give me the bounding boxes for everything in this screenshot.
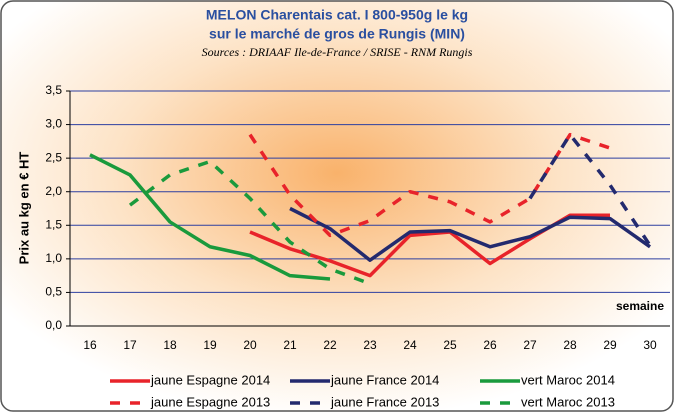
- x-axis-label: semaine: [616, 299, 664, 313]
- series-line: [248, 132, 611, 238]
- y-tick-label: 1,0: [45, 251, 62, 265]
- x-tick-label: 17: [123, 338, 137, 352]
- y-tick-label: 0,5: [45, 285, 62, 299]
- x-tick-label: 19: [203, 338, 217, 352]
- x-tick-label: 21: [283, 338, 297, 352]
- x-tick-label: 25: [443, 338, 457, 352]
- x-tick-label: 30: [643, 338, 657, 352]
- x-tick-label: 18: [163, 338, 177, 352]
- y-tick-label: 2,0: [45, 184, 62, 198]
- x-tick-label: 20: [243, 338, 257, 352]
- y-tick-label: 3,0: [45, 117, 62, 131]
- x-tick-label: 22: [323, 338, 337, 352]
- series-line: [89, 153, 331, 281]
- x-tick-label: 16: [83, 338, 97, 352]
- series-line: [128, 159, 371, 286]
- y-tick-label: 3,5: [45, 83, 62, 97]
- x-tick-label: 29: [603, 338, 617, 352]
- series-line: [289, 206, 652, 262]
- legend-label: jaune France 2013: [330, 394, 439, 409]
- y-tick-label: 1,5: [45, 217, 62, 231]
- legend-label: jaune Espagne 2014: [150, 372, 270, 387]
- chart-subtitle: sur le marché de gros de Rungis (MIN): [209, 26, 465, 42]
- x-tick-label: 24: [403, 338, 417, 352]
- y-tick-label: 2,5: [45, 150, 62, 164]
- series-line: [528, 132, 652, 247]
- x-tick-label: 27: [523, 338, 537, 352]
- y-axis-label: Prix au kg en € HT: [16, 152, 31, 265]
- legend-label: vert Maroc 2013: [521, 394, 615, 409]
- legend-label: jaune France 2014: [330, 372, 439, 387]
- y-tick-label: 0,0: [45, 318, 62, 332]
- legend-label: vert Maroc 2014: [521, 372, 615, 387]
- x-tick-label: 23: [363, 338, 377, 352]
- source: Sources : DRIAAF Ile-de-France / SRISE -…: [202, 45, 473, 59]
- x-tick-label: 28: [563, 338, 577, 352]
- legend-label: jaune Espagne 2013: [150, 394, 270, 409]
- x-tick-label: 26: [483, 338, 497, 352]
- chart-title: MELON Charentais cat. I 800-950g le kg: [206, 7, 468, 23]
